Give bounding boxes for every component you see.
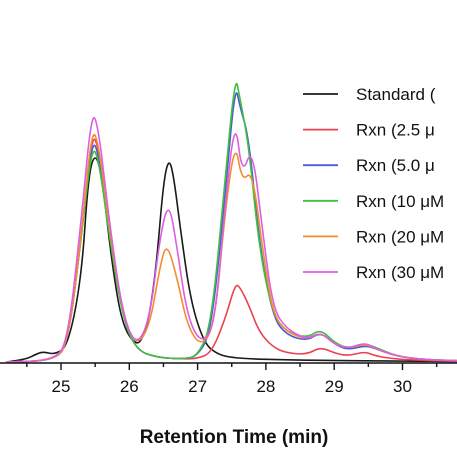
x-tick-label: 25 — [52, 377, 71, 396]
legend-label-2: Rxn (5.0 μ — [356, 156, 435, 175]
x-tick-layer: 25 26 27 28 29 30 — [26, 363, 438, 396]
legend-label-5: Rxn (30 μM — [356, 263, 444, 282]
legend-label-0: Standard ( — [356, 85, 436, 104]
x-tick-label: 28 — [256, 377, 275, 396]
legend-label-3: Rxn (10 μM — [356, 192, 444, 211]
series-layer — [6, 83, 457, 363]
series-line-2 — [6, 92, 457, 363]
legend-label-1: Rxn (2.5 μ — [356, 121, 435, 140]
x-axis-title: Retention Time (min) — [140, 427, 329, 448]
legend-label-4: Rxn (20 μM — [356, 227, 444, 246]
x-tick-label: 29 — [325, 377, 344, 396]
series-line-0 — [6, 157, 457, 363]
x-tick-label: 26 — [120, 377, 139, 396]
x-tick-label: 27 — [188, 377, 207, 396]
legend: Standard ( Rxn (2.5 μ Rxn (5.0 μ Rxn (10 μM… — [303, 85, 444, 282]
series-line-5 — [6, 116, 457, 363]
x-tick-label: 30 — [393, 377, 412, 396]
